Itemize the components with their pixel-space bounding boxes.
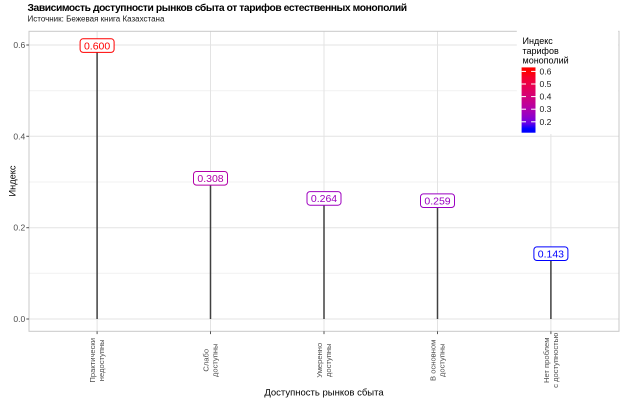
svg-text:0.4: 0.4 xyxy=(540,92,552,102)
svg-text:0.4: 0.4 xyxy=(13,131,25,141)
svg-text:0.6: 0.6 xyxy=(540,66,552,76)
svg-text:доступны: доступны xyxy=(324,344,333,378)
svg-text:0.308: 0.308 xyxy=(197,173,223,185)
svg-text:недоступны: недоступны xyxy=(97,339,106,381)
svg-text:Индекс: Индекс xyxy=(523,36,554,46)
svg-text:0.2: 0.2 xyxy=(13,223,25,233)
svg-text:Доступность рынков сбыта: Доступность рынков сбыта xyxy=(264,388,384,399)
svg-text:0.5: 0.5 xyxy=(540,79,552,89)
svg-text:Источник: Бежевая книга Казахс: Источник: Бежевая книга Казахстана xyxy=(28,15,165,24)
svg-text:тарифов: тарифов xyxy=(523,46,559,56)
svg-text:В основном: В основном xyxy=(429,340,438,381)
svg-text:Умеренно: Умеренно xyxy=(315,343,324,378)
svg-text:0.2: 0.2 xyxy=(540,117,552,127)
svg-text:Зависимость доступности рынков: Зависимость доступности рынков сбыта от … xyxy=(28,2,407,14)
svg-text:0.600: 0.600 xyxy=(84,40,110,52)
svg-text:монополий: монополий xyxy=(523,56,569,66)
svg-text:0.264: 0.264 xyxy=(311,193,337,205)
svg-text:доступны: доступны xyxy=(438,344,447,378)
svg-text:Слабо: Слабо xyxy=(202,349,211,372)
svg-text:0.143: 0.143 xyxy=(538,248,564,260)
svg-text:0.259: 0.259 xyxy=(424,195,450,207)
svg-text:0.0: 0.0 xyxy=(13,314,25,324)
svg-text:с доступностью: с доступностью xyxy=(551,332,560,387)
svg-text:Нет проблем: Нет проблем xyxy=(542,338,551,383)
svg-text:0.6: 0.6 xyxy=(13,40,25,50)
svg-text:Индекс: Индекс xyxy=(7,165,17,196)
svg-text:0.3: 0.3 xyxy=(540,104,552,114)
svg-text:доступны: доступны xyxy=(211,344,220,378)
svg-text:Практически: Практически xyxy=(88,338,97,383)
